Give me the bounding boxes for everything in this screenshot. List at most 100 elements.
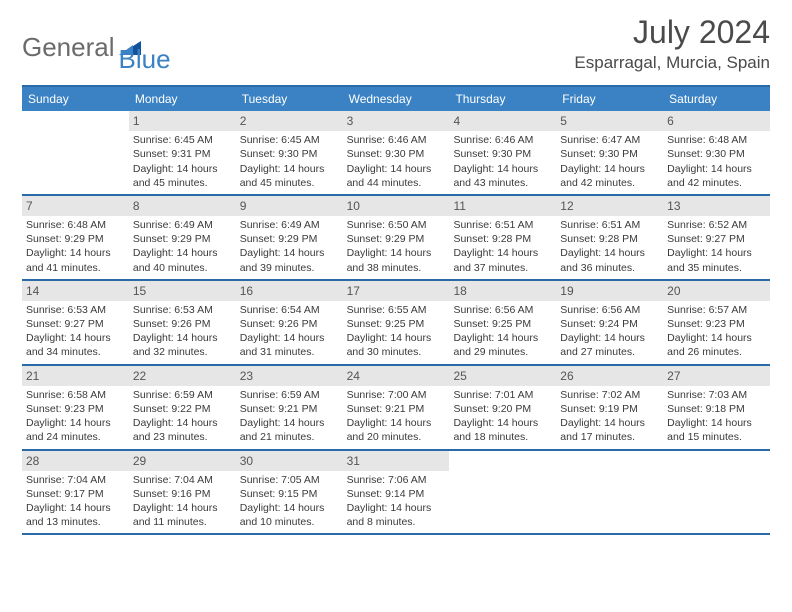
title-block: July 2024 Esparragal, Murcia, Spain [574, 14, 770, 73]
daylight-line: Daylight: 14 hours and 35 minutes. [667, 246, 766, 274]
day-cell: 17Sunrise: 6:55 AMSunset: 9:25 PMDayligh… [343, 281, 450, 364]
daylight-line: Daylight: 14 hours and 17 minutes. [560, 416, 659, 444]
sunset-line: Sunset: 9:28 PM [453, 232, 552, 246]
day-cell: 19Sunrise: 6:56 AMSunset: 9:24 PMDayligh… [556, 281, 663, 364]
sunrise-line: Sunrise: 6:59 AM [133, 388, 232, 402]
sunset-line: Sunset: 9:21 PM [240, 402, 339, 416]
sunset-line: Sunset: 9:26 PM [133, 317, 232, 331]
day-number: 17 [343, 281, 450, 301]
sunrise-line: Sunrise: 6:52 AM [667, 218, 766, 232]
day-cell: 2Sunrise: 6:45 AMSunset: 9:30 PMDaylight… [236, 111, 343, 194]
daylight-line: Daylight: 14 hours and 32 minutes. [133, 331, 232, 359]
week-row: 14Sunrise: 6:53 AMSunset: 9:27 PMDayligh… [22, 281, 770, 366]
day-number: 8 [129, 196, 236, 216]
sunrise-line: Sunrise: 6:51 AM [560, 218, 659, 232]
sunset-line: Sunset: 9:29 PM [347, 232, 446, 246]
day-cell: 5Sunrise: 6:47 AMSunset: 9:30 PMDaylight… [556, 111, 663, 194]
day-cell: 14Sunrise: 6:53 AMSunset: 9:27 PMDayligh… [22, 281, 129, 364]
sunrise-line: Sunrise: 6:46 AM [453, 133, 552, 147]
sunset-line: Sunset: 9:29 PM [133, 232, 232, 246]
day-cell: 29Sunrise: 7:04 AMSunset: 9:16 PMDayligh… [129, 451, 236, 534]
day-header-thursday: Thursday [449, 87, 556, 111]
day-cell: 27Sunrise: 7:03 AMSunset: 9:18 PMDayligh… [663, 366, 770, 449]
sunrise-line: Sunrise: 6:46 AM [347, 133, 446, 147]
day-number: 25 [449, 366, 556, 386]
day-number: 10 [343, 196, 450, 216]
sunset-line: Sunset: 9:30 PM [347, 147, 446, 161]
sunset-line: Sunset: 9:30 PM [240, 147, 339, 161]
day-cell: 20Sunrise: 6:57 AMSunset: 9:23 PMDayligh… [663, 281, 770, 364]
day-cell [22, 111, 129, 194]
sunrise-line: Sunrise: 7:00 AM [347, 388, 446, 402]
daylight-line: Daylight: 14 hours and 15 minutes. [667, 416, 766, 444]
day-cell: 15Sunrise: 6:53 AMSunset: 9:26 PMDayligh… [129, 281, 236, 364]
daylight-line: Daylight: 14 hours and 27 minutes. [560, 331, 659, 359]
day-number: 1 [129, 111, 236, 131]
day-number: 6 [663, 111, 770, 131]
day-number: 24 [343, 366, 450, 386]
sunset-line: Sunset: 9:27 PM [26, 317, 125, 331]
day-cell: 6Sunrise: 6:48 AMSunset: 9:30 PMDaylight… [663, 111, 770, 194]
day-number: 23 [236, 366, 343, 386]
day-number: 29 [129, 451, 236, 471]
week-row: 1Sunrise: 6:45 AMSunset: 9:31 PMDaylight… [22, 111, 770, 196]
daylight-line: Daylight: 14 hours and 36 minutes. [560, 246, 659, 274]
sunset-line: Sunset: 9:30 PM [560, 147, 659, 161]
day-cell: 16Sunrise: 6:54 AMSunset: 9:26 PMDayligh… [236, 281, 343, 364]
day-cell: 1Sunrise: 6:45 AMSunset: 9:31 PMDaylight… [129, 111, 236, 194]
day-header-tuesday: Tuesday [236, 87, 343, 111]
day-number: 16 [236, 281, 343, 301]
daylight-line: Daylight: 14 hours and 43 minutes. [453, 162, 552, 190]
sunset-line: Sunset: 9:25 PM [347, 317, 446, 331]
sunset-line: Sunset: 9:23 PM [26, 402, 125, 416]
sunrise-line: Sunrise: 6:56 AM [453, 303, 552, 317]
sunset-line: Sunset: 9:28 PM [560, 232, 659, 246]
sunrise-line: Sunrise: 7:01 AM [453, 388, 552, 402]
daylight-line: Daylight: 14 hours and 20 minutes. [347, 416, 446, 444]
day-number: 15 [129, 281, 236, 301]
calendar: SundayMondayTuesdayWednesdayThursdayFrid… [22, 85, 770, 535]
day-number: 12 [556, 196, 663, 216]
daylight-line: Daylight: 14 hours and 24 minutes. [26, 416, 125, 444]
sunset-line: Sunset: 9:30 PM [453, 147, 552, 161]
day-number: 4 [449, 111, 556, 131]
daylight-line: Daylight: 14 hours and 44 minutes. [347, 162, 446, 190]
day-number: 26 [556, 366, 663, 386]
sunset-line: Sunset: 9:27 PM [667, 232, 766, 246]
day-cell: 7Sunrise: 6:48 AMSunset: 9:29 PMDaylight… [22, 196, 129, 279]
daylight-line: Daylight: 14 hours and 45 minutes. [240, 162, 339, 190]
sunrise-line: Sunrise: 6:48 AM [26, 218, 125, 232]
logo-text-blue: Blue [119, 44, 171, 75]
sunrise-line: Sunrise: 6:45 AM [240, 133, 339, 147]
day-cell: 3Sunrise: 6:46 AMSunset: 9:30 PMDaylight… [343, 111, 450, 194]
daylight-line: Daylight: 14 hours and 41 minutes. [26, 246, 125, 274]
day-number: 31 [343, 451, 450, 471]
sunrise-line: Sunrise: 6:50 AM [347, 218, 446, 232]
day-header-row: SundayMondayTuesdayWednesdayThursdayFrid… [22, 87, 770, 111]
daylight-line: Daylight: 14 hours and 45 minutes. [133, 162, 232, 190]
sunrise-line: Sunrise: 7:03 AM [667, 388, 766, 402]
sunset-line: Sunset: 9:18 PM [667, 402, 766, 416]
day-cell: 18Sunrise: 6:56 AMSunset: 9:25 PMDayligh… [449, 281, 556, 364]
day-number: 30 [236, 451, 343, 471]
daylight-line: Daylight: 14 hours and 10 minutes. [240, 501, 339, 529]
sunset-line: Sunset: 9:22 PM [133, 402, 232, 416]
day-cell: 25Sunrise: 7:01 AMSunset: 9:20 PMDayligh… [449, 366, 556, 449]
day-number: 5 [556, 111, 663, 131]
daylight-line: Daylight: 14 hours and 31 minutes. [240, 331, 339, 359]
sunset-line: Sunset: 9:15 PM [240, 487, 339, 501]
daylight-line: Daylight: 14 hours and 18 minutes. [453, 416, 552, 444]
location-label: Esparragal, Murcia, Spain [574, 53, 770, 73]
day-cell [556, 451, 663, 534]
logo-text-general: General [22, 32, 115, 63]
daylight-line: Daylight: 14 hours and 42 minutes. [667, 162, 766, 190]
day-cell: 8Sunrise: 6:49 AMSunset: 9:29 PMDaylight… [129, 196, 236, 279]
sunrise-line: Sunrise: 6:53 AM [26, 303, 125, 317]
day-cell: 12 Sunrise: 6:51 AMSunset: 9:28 PMDayligh… [556, 196, 663, 279]
sunrise-line: Sunrise: 7:05 AM [240, 473, 339, 487]
day-header-friday: Friday [556, 87, 663, 111]
sunset-line: Sunset: 9:29 PM [240, 232, 339, 246]
sunset-line: Sunset: 9:26 PM [240, 317, 339, 331]
sunrise-line: Sunrise: 6:49 AM [133, 218, 232, 232]
day-cell: 13Sunrise: 6:52 AMSunset: 9:27 PMDayligh… [663, 196, 770, 279]
